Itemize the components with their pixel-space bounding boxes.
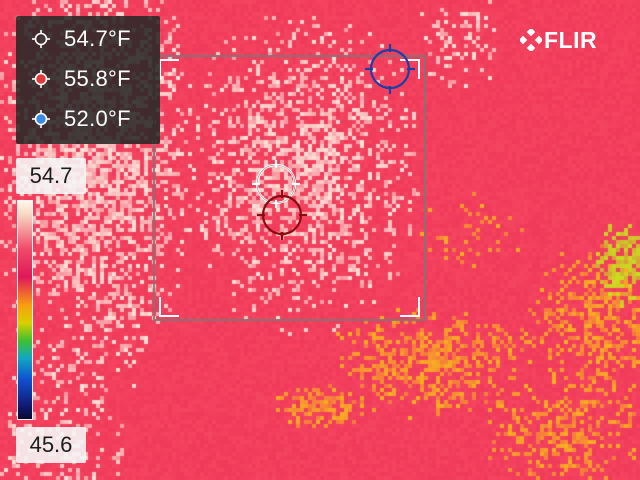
crosshair-red-icon (32, 70, 50, 88)
box-corner-bottom-right (400, 297, 420, 317)
center-spot-temperature: 54.7°F (64, 26, 131, 51)
temperature-color-scale (17, 200, 33, 420)
measurement-readout-panel: 54.7°F 55.8°F 52.0°F (16, 16, 160, 144)
box-corner-top-right (400, 59, 420, 79)
scale-max-label: 54.7 (16, 158, 86, 194)
hot-spot-temperature: 55.8°F (64, 66, 131, 91)
cold-spot-crosshair[interactable] (365, 44, 415, 94)
readout-hot-spot: 55.8°F (16, 60, 160, 98)
cold-spot-temperature: 52.0°F (64, 106, 131, 131)
measurement-box[interactable] (153, 55, 426, 321)
crosshair-blue-icon (32, 110, 50, 128)
box-corner-bottom-left (159, 297, 179, 317)
flir-logo-icon (520, 29, 542, 51)
box-corner-top-left (159, 59, 179, 79)
readout-cold-spot: 52.0°F (16, 100, 160, 138)
flir-logo: FLIR (520, 26, 620, 54)
crosshair-white-icon (32, 30, 50, 48)
hot-spot-crosshair[interactable] (257, 190, 307, 240)
scale-min-label: 45.6 (16, 427, 86, 463)
readout-center-spot: 54.7°F (16, 20, 160, 58)
flir-logo-text: FLIR (544, 27, 598, 53)
center-spot-crosshair[interactable] (252, 160, 300, 208)
